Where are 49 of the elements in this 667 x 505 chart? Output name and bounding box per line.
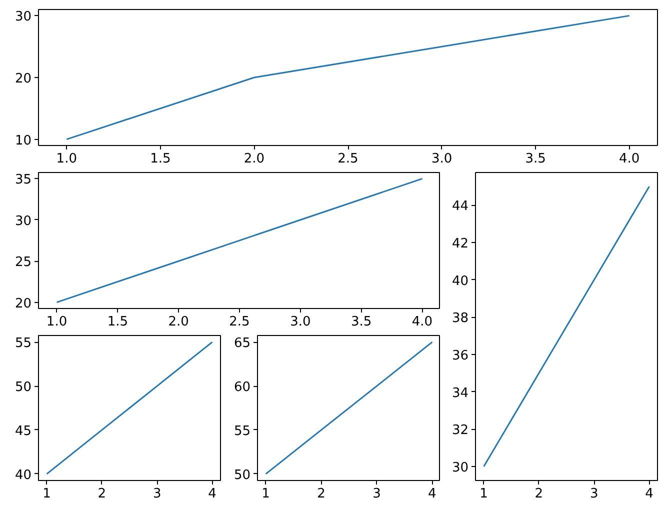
y-tick-label: 34 — [452, 386, 469, 401]
y-tick-label: 60 — [234, 380, 251, 396]
x-tick-label: 1.0 — [46, 314, 68, 330]
x-tick-label: 1.0 — [56, 152, 77, 166]
y-tick-label: 50 — [14, 380, 32, 396]
x-tick-label: 4.0 — [412, 314, 433, 330]
y-tick-label: 25 — [14, 255, 32, 270]
y-tick-label: 20 — [14, 296, 32, 312]
y-tick-label: 65 — [234, 336, 251, 352]
y-tick-label: 32 — [452, 423, 469, 438]
x-tick-label: 4 — [428, 486, 436, 502]
x-tick-label: 1 — [262, 486, 270, 502]
x-tick-label: 3.0 — [431, 152, 452, 166]
x-tick-label: 2.0 — [244, 152, 265, 166]
y-tick-label: 38 — [452, 311, 469, 326]
x-tick-label: 3.0 — [290, 314, 311, 330]
y-tick-label: 40 — [452, 274, 469, 289]
x-tick-label: 3.5 — [350, 314, 372, 330]
x-tick-label: 2 — [317, 486, 326, 502]
x-tick-label: 3.5 — [525, 152, 546, 166]
x-tick-label: 4 — [208, 486, 216, 502]
x-tick-label: 2.5 — [338, 152, 358, 166]
x-tick-label: 3 — [590, 486, 598, 502]
y-tick-label: 50 — [234, 468, 251, 483]
x-tick-label: 2.5 — [229, 314, 250, 330]
x-tick-label: 1.5 — [150, 152, 171, 166]
y-tick-label: 20 — [14, 72, 32, 86]
x-tick-label: 2 — [98, 486, 106, 502]
y-tick-label: 30 — [452, 460, 469, 476]
y-tick-label: 55 — [14, 336, 32, 352]
y-tick-label: 36 — [452, 348, 469, 364]
x-tick-label: 4.0 — [619, 152, 640, 166]
x-tick-label: 1.5 — [107, 314, 128, 330]
y-tick-label: 45 — [14, 424, 32, 439]
y-tick-label: 44 — [452, 199, 469, 214]
x-tick-label: 1 — [42, 486, 51, 502]
y-tick-label: 42 — [452, 236, 469, 252]
y-tick-label: 40 — [14, 468, 32, 483]
x-tick-label: 4 — [645, 486, 654, 502]
x-tick-label: 3 — [372, 486, 381, 502]
y-tick-label: 10 — [14, 133, 32, 148]
x-tick-label: 2.0 — [168, 314, 189, 330]
y-tick-label: 35 — [14, 172, 32, 188]
y-tick-label: 30 — [14, 10, 32, 25]
y-tick-label: 30 — [14, 214, 32, 229]
y-tick-label: 55 — [234, 424, 251, 439]
x-tick-label: 2 — [534, 486, 544, 502]
x-tick-label: 3 — [152, 486, 162, 502]
x-tick-label: 1 — [480, 486, 488, 502]
